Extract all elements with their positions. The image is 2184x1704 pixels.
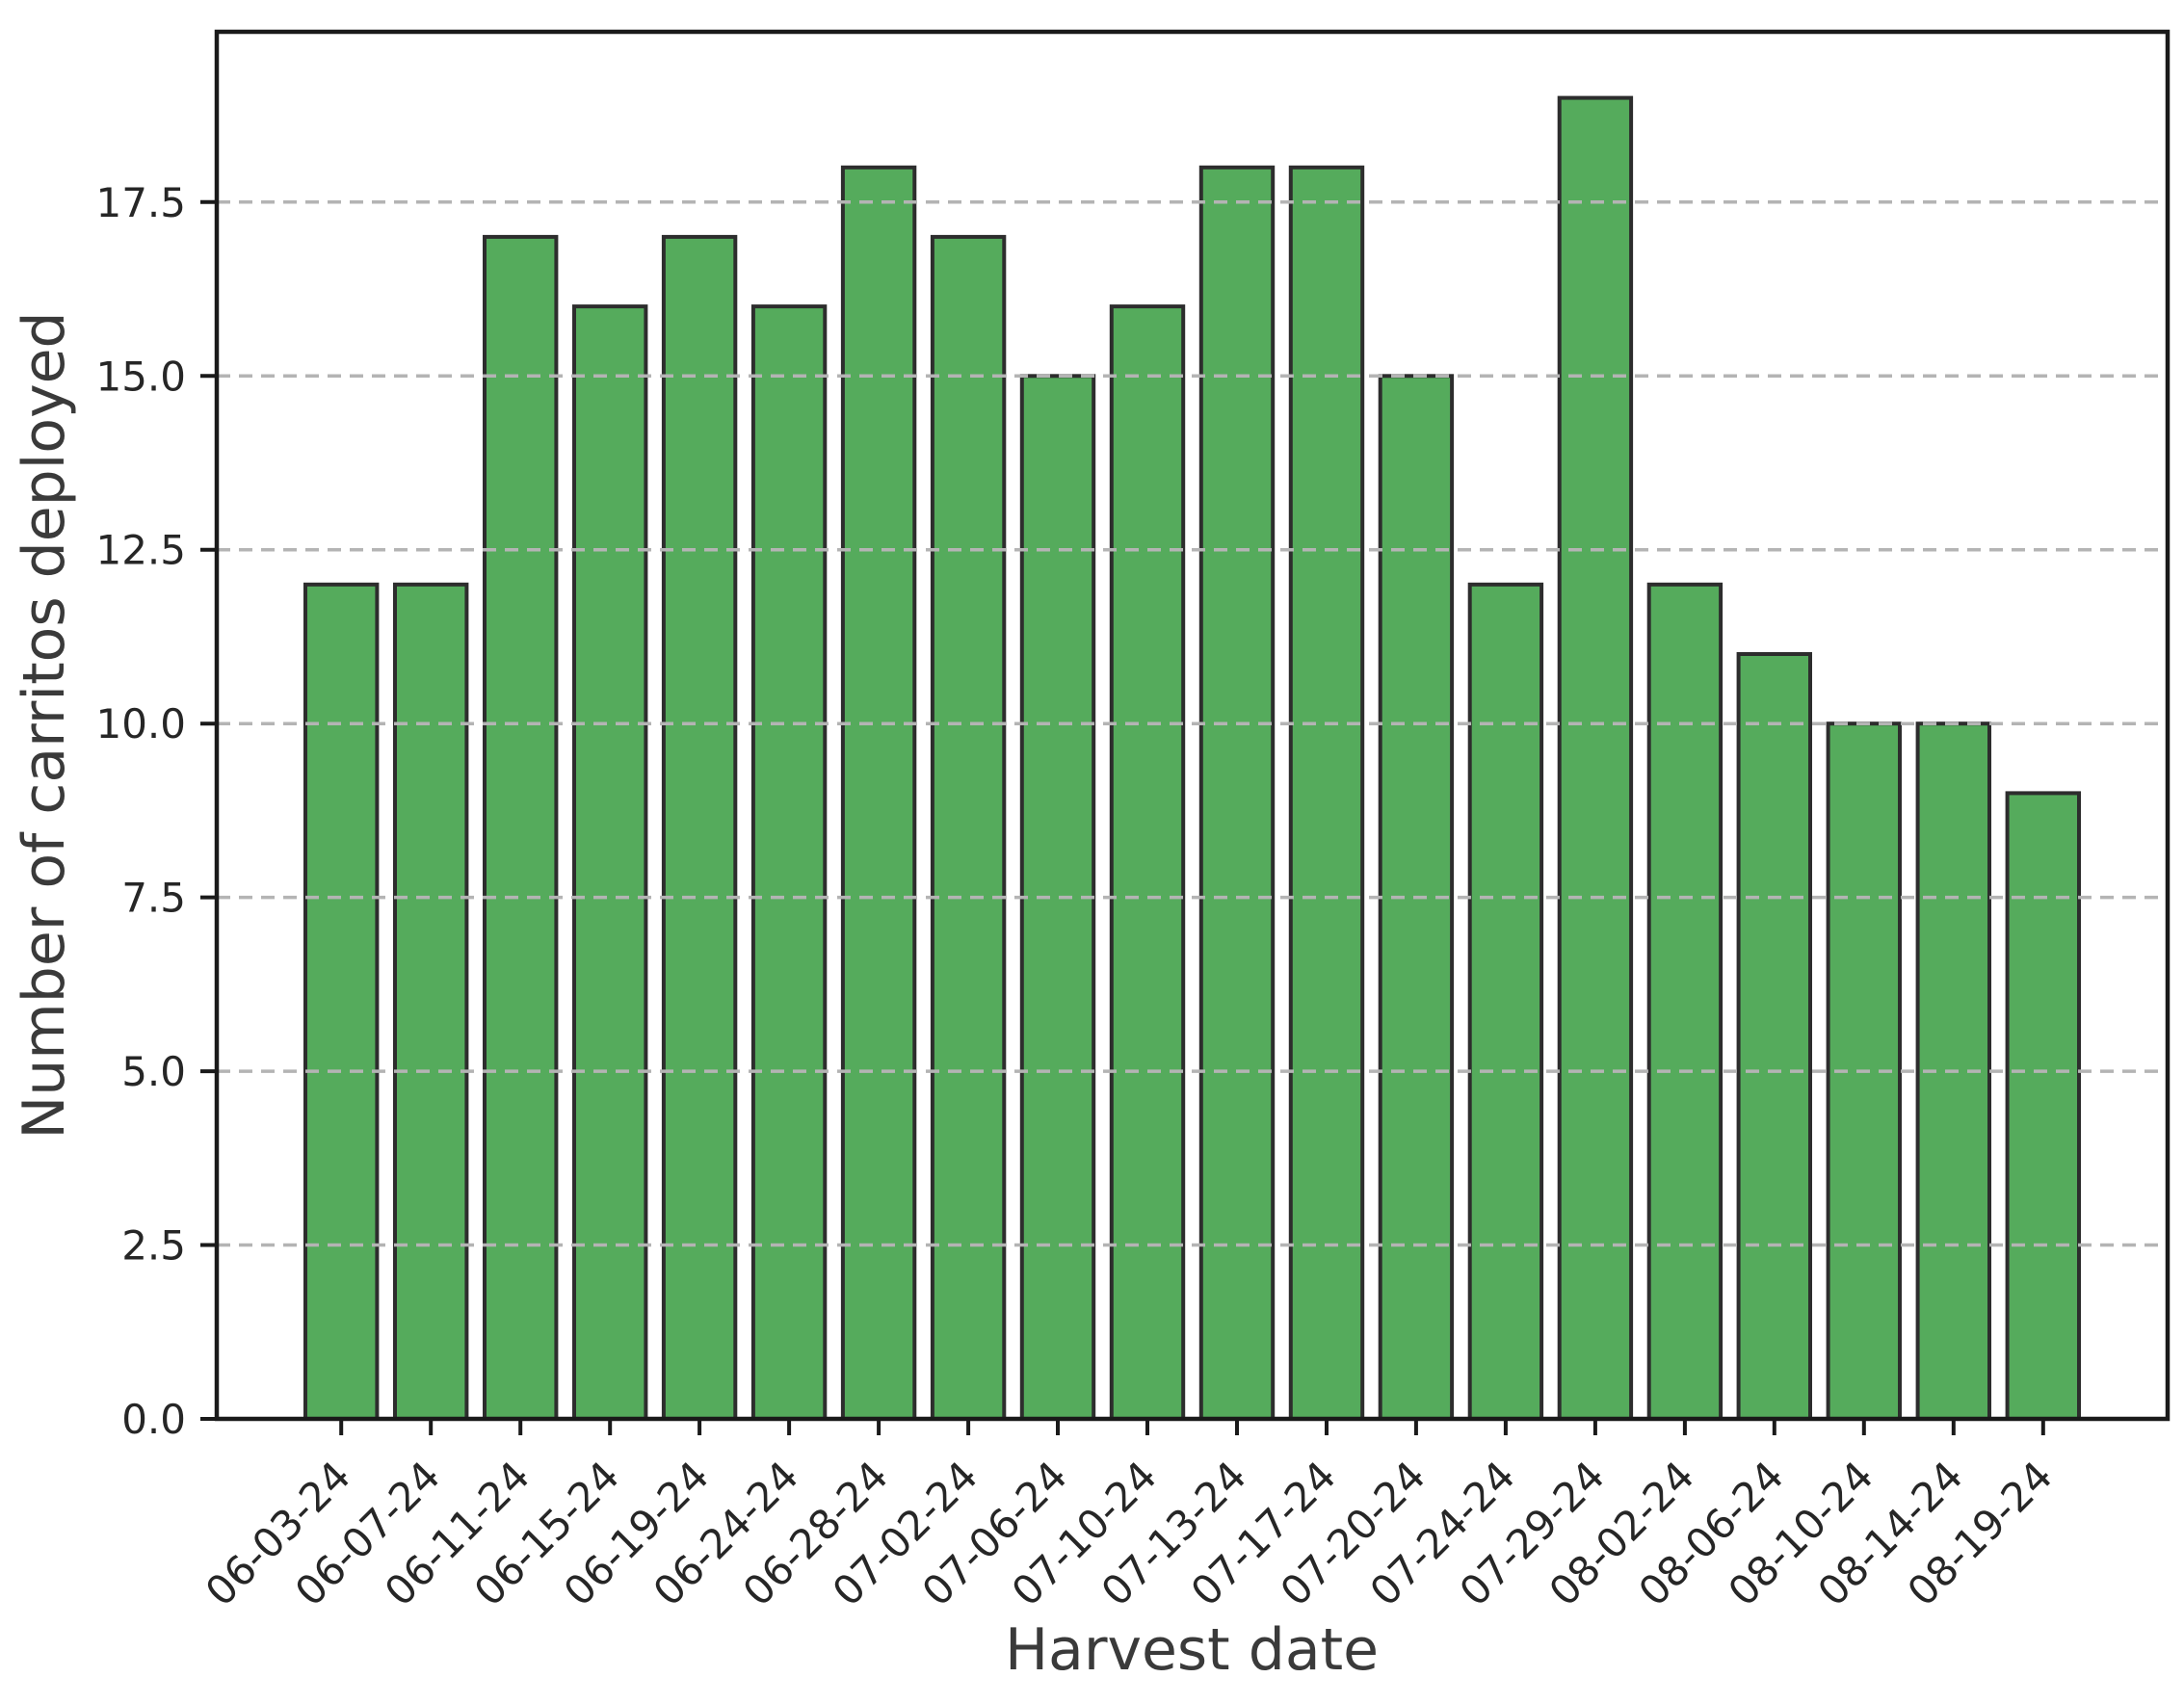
bar bbox=[661, 234, 738, 1421]
bar bbox=[750, 304, 828, 1422]
y-axis-label: Number of carritos deployed bbox=[11, 311, 78, 1139]
bar bbox=[1198, 165, 1276, 1421]
bar bbox=[1467, 582, 1544, 1421]
grid-layer bbox=[217, 200, 2168, 1247]
y-tick-label: 7.5 bbox=[121, 875, 186, 922]
bar bbox=[393, 582, 469, 1421]
bar bbox=[1646, 582, 1724, 1421]
bar bbox=[930, 234, 1007, 1421]
bar bbox=[303, 582, 380, 1421]
y-tick-label: 17.5 bbox=[95, 179, 186, 226]
bar bbox=[1288, 165, 1365, 1421]
bar bbox=[1557, 95, 1634, 1422]
y-tick-label: 12.5 bbox=[95, 527, 186, 574]
bars-layer bbox=[303, 95, 2082, 1422]
y-tick-label: 5.0 bbox=[121, 1048, 186, 1095]
y-tick-label: 0.0 bbox=[121, 1396, 186, 1443]
y-tick-label: 2.5 bbox=[121, 1222, 186, 1270]
bar bbox=[1109, 304, 1186, 1422]
y-tick-label: 10.0 bbox=[95, 700, 186, 747]
bar bbox=[2005, 791, 2082, 1421]
ticks-layer bbox=[200, 199, 2045, 1435]
bar bbox=[572, 304, 648, 1422]
bar bbox=[840, 165, 917, 1421]
bar bbox=[1736, 652, 1812, 1421]
bar bbox=[483, 234, 559, 1421]
y-tick-label: 15.0 bbox=[95, 353, 186, 400]
x-axis-label: Harvest date bbox=[1005, 1616, 1379, 1684]
